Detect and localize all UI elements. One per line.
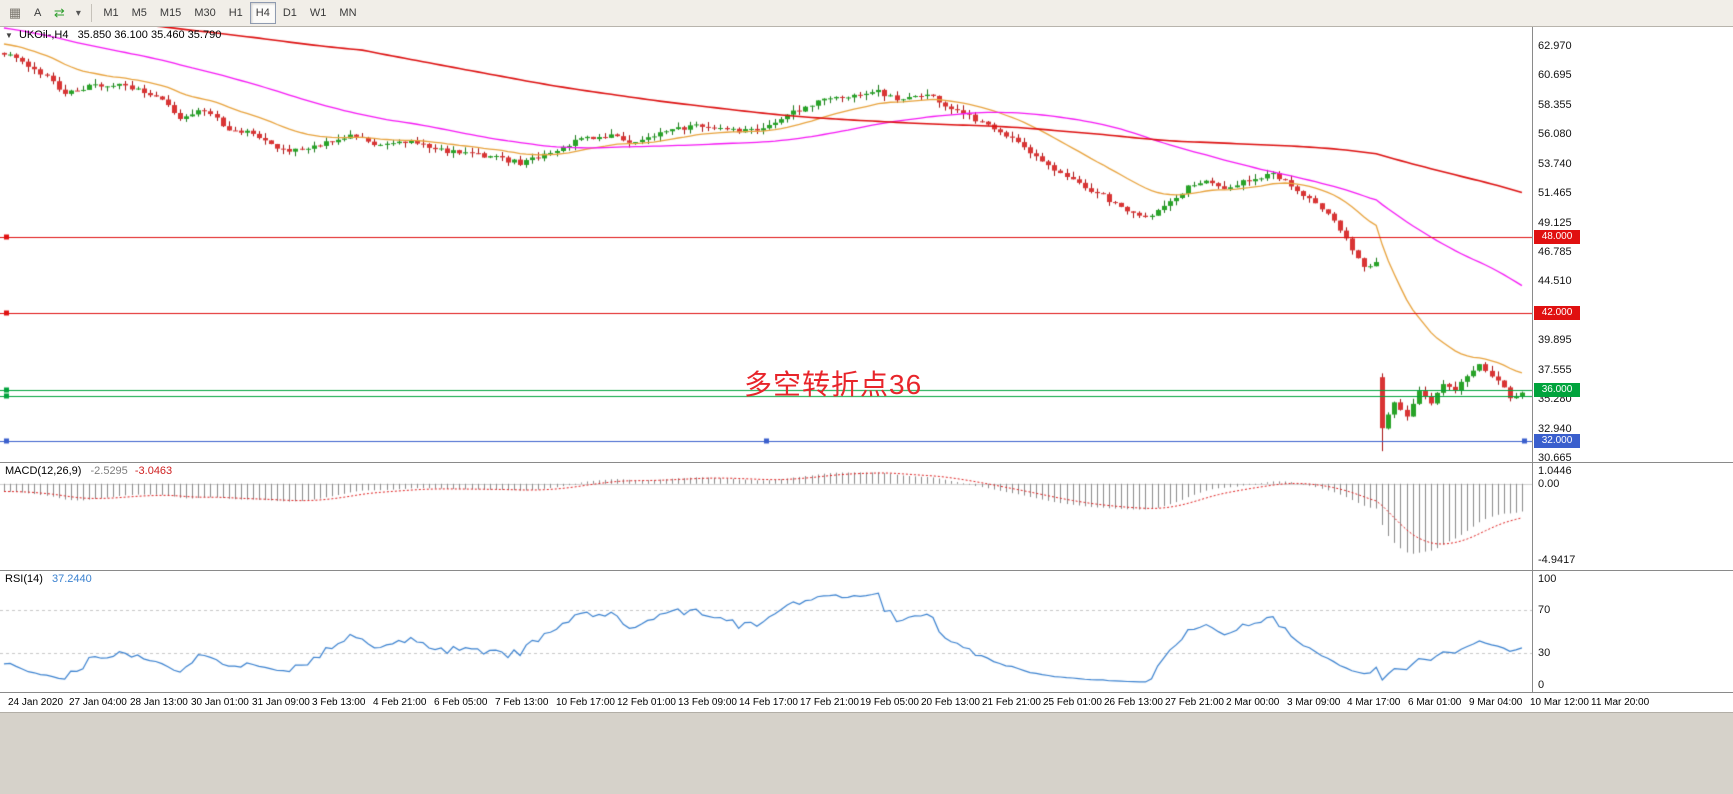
collapse-arrow-icon[interactable]: ▼ <box>5 31 13 40</box>
time-tick-label: 10 Mar 12:00 <box>1530 697 1589 708</box>
price-tick-label: 49.125 <box>1538 216 1572 229</box>
macd-main-value: -2.5295 <box>90 465 128 477</box>
time-tick-label: 19 Feb 05:00 <box>860 697 919 708</box>
timeframe-button-H4[interactable]: H4 <box>249 2 276 24</box>
time-tick-label: 30 Jan 01:00 <box>191 697 249 708</box>
price-tick-label: 46.785 <box>1538 246 1572 259</box>
dropdown-caret-icon[interactable]: ▾ <box>75 7 81 19</box>
price-tick-label: 44.510 <box>1538 275 1572 288</box>
time-tick-label: 7 Feb 13:00 <box>495 697 549 708</box>
time-tick-label: 9 Mar 04:00 <box>1469 697 1523 708</box>
time-tick-label: 26 Feb 13:00 <box>1104 697 1163 708</box>
price-tick-label: 30.665 <box>1538 451 1572 464</box>
timeframe-button-group: M1 M5 M15 M30 H1 H4 D1 W1 MN <box>97 2 363 24</box>
time-tick-label: 6 Feb 05:00 <box>434 697 488 708</box>
time-tick-label: 21 Feb 21:00 <box>982 697 1041 708</box>
price-tick-label: 51.465 <box>1538 186 1572 199</box>
time-tick-label: 28 Jan 13:00 <box>130 697 188 708</box>
time-tick-label: 4 Mar 17:00 <box>1347 697 1401 708</box>
rsi-name: RSI(14) <box>5 573 43 585</box>
chart-title: ▼ UKOil-,H4 35.850 36.100 35.460 35.790 <box>5 29 221 41</box>
toolbar: ▦ A ⇄ ▾ M1 M5 M15 M30 H1 H4 D1 W1 MN <box>0 0 1733 27</box>
timeframe-button-M30[interactable]: M30 <box>194 7 216 19</box>
macd-signal-value: -3.0463 <box>134 465 173 477</box>
time-tick-label: 20 Feb 13:00 <box>921 697 980 708</box>
hline-price-badge: 32.000 <box>1534 433 1580 448</box>
time-tick-label: 6 Mar 01:00 <box>1408 697 1462 708</box>
macd-tick-label: 0.00 <box>1538 477 1560 490</box>
timeframe-button-MN[interactable]: MN <box>339 7 357 19</box>
time-tick-label: 10 Feb 17:00 <box>556 697 615 708</box>
macd-axis[interactable]: 1.0446 0.00 -4.9417 <box>1532 463 1733 570</box>
hline-price-badge: 36.000 <box>1534 382 1580 397</box>
time-tick-label: 31 Jan 09:00 <box>252 697 310 708</box>
time-tick-label: 17 Feb 21:00 <box>800 697 859 708</box>
timeframe-button-H1[interactable]: H1 <box>228 7 243 19</box>
ohlc-values: 35.850 36.100 35.460 35.790 <box>77 29 222 41</box>
time-tick-label: 13 Feb 09:00 <box>678 697 737 708</box>
rsi-tick-label: 0 <box>1538 679 1545 691</box>
price-tick-label: 60.695 <box>1538 69 1572 81</box>
timeframe-button-M15[interactable]: M15 <box>159 7 182 19</box>
timeframe-button-W1[interactable]: W1 <box>309 7 327 19</box>
toolbar-separator <box>91 4 93 22</box>
chart-grid-icon[interactable]: ▦ <box>8 5 22 20</box>
time-tick-label: 27 Feb 21:00 <box>1165 697 1224 708</box>
time-tick-label: 25 Feb 01:00 <box>1043 697 1102 708</box>
time-tick-label: 27 Jan 04:00 <box>69 697 127 708</box>
price-tick-label: 53.740 <box>1538 157 1572 170</box>
macd-label: MACD(12,26,9) -2.5295 -3.0463 <box>5 465 172 477</box>
rsi-canvas[interactable] <box>0 571 1532 692</box>
timeframe-button-M5[interactable]: M5 <box>131 7 147 19</box>
rsi-tick-label: 30 <box>1538 646 1551 659</box>
text-label-button[interactable]: A <box>34 7 42 19</box>
time-tick-label: 11 Mar 20:00 <box>1591 697 1650 708</box>
macd-canvas[interactable] <box>0 463 1532 570</box>
hline-price-badge: 48.000 <box>1534 229 1580 244</box>
rsi-tick-label: 70 <box>1538 604 1551 617</box>
hline-price-badge: 42.000 <box>1534 306 1580 321</box>
price-tick-label: 56.080 <box>1538 127 1572 140</box>
annotation-text[interactable]: 多空转折点36 <box>744 369 923 400</box>
price-tick-label: 37.555 <box>1538 364 1572 377</box>
rsi-axis[interactable]: 100 70 30 0 <box>1532 571 1733 692</box>
rsi-tick-label: 100 <box>1538 573 1557 585</box>
macd-name: MACD(12,26,9) <box>5 465 82 477</box>
time-tick-label: 14 Feb 17:00 <box>739 697 798 708</box>
timeframe-button-D1[interactable]: D1 <box>282 7 297 19</box>
rsi-value: 37.2440 <box>51 573 92 585</box>
macd-panel: MACD(12,26,9) -2.5295 -3.0463 1.0446 0.00… <box>0 462 1733 570</box>
time-tick-label: 24 Jan 2020 <box>8 697 64 708</box>
time-tick-label: 3 Mar 09:00 <box>1287 697 1341 708</box>
timeframe-button-M1[interactable]: M1 <box>103 7 119 19</box>
main-chart-canvas[interactable] <box>0 27 1532 462</box>
price-tick-label: 32.940 <box>1538 422 1572 435</box>
time-tick-label: 12 Feb 01:00 <box>617 697 676 708</box>
macd-tick-label: 1.0446 <box>1538 465 1572 477</box>
time-tick-label: 4 Feb 21:00 <box>373 697 427 708</box>
macd-tick-label: -4.9417 <box>1538 553 1576 566</box>
status-area <box>0 712 1733 794</box>
main-chart-panel: ▼ UKOil-,H4 35.850 36.100 35.460 35.790 … <box>0 27 1733 464</box>
time-tick-label: 3 Feb 13:00 <box>312 697 366 708</box>
price-axis[interactable]: 62.970 60.695 58.355 56.080 53.740 51.465 49.1… <box>1532 27 1733 464</box>
price-tick-label: 62.970 <box>1538 40 1572 52</box>
rsi-panel: RSI(14) 37.2440 100 70 30 0 <box>0 570 1733 692</box>
time-axis[interactable]: 24 Jan 2020 27 Jan 04:00 28 Jan 13:00 30 Ja… <box>0 692 1733 712</box>
symbol-period-label: UKOil-,H4 <box>18 29 69 41</box>
time-tick-label: 2 Mar 00:00 <box>1226 697 1280 708</box>
rsi-label: RSI(14) 37.2440 <box>5 573 92 585</box>
price-tick-label: 58.355 <box>1538 98 1572 111</box>
autoscroll-arrows-icon[interactable]: ⇄ <box>53 5 65 20</box>
price-tick-label: 39.895 <box>1538 334 1572 347</box>
